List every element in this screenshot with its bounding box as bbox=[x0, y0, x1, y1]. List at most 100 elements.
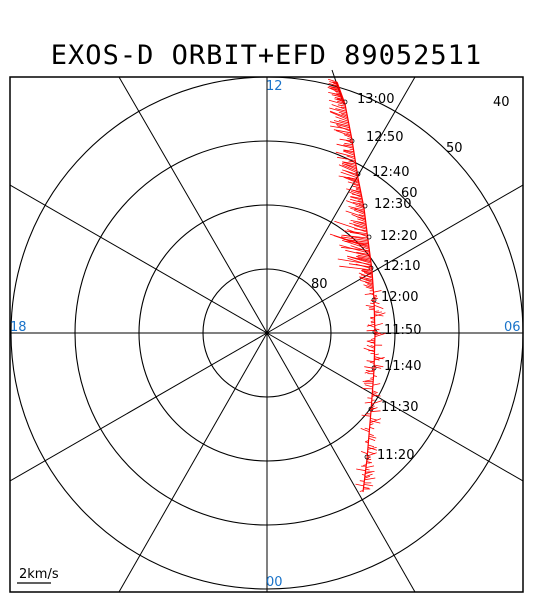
efd-vector bbox=[337, 156, 356, 161]
efd-vector bbox=[356, 468, 366, 472]
efd-vector bbox=[346, 200, 364, 208]
efd-vector bbox=[334, 97, 344, 100]
efd-vector bbox=[364, 477, 376, 481]
efd-vector bbox=[327, 86, 342, 94]
efd-vector bbox=[339, 265, 373, 271]
efd-vector bbox=[361, 414, 371, 417]
efd-vector bbox=[373, 290, 382, 293]
mlt-radial-lines bbox=[10, 77, 523, 592]
efd-vector bbox=[340, 106, 346, 109]
efd-vector bbox=[348, 191, 363, 198]
efd-vector bbox=[366, 323, 375, 327]
efd-vector bbox=[346, 177, 359, 183]
mlt-label-00: 00 bbox=[266, 575, 283, 590]
radial-line bbox=[266, 184, 523, 334]
efd-vector bbox=[331, 104, 347, 110]
lat-label-50: 50 bbox=[446, 141, 463, 156]
efd-vector bbox=[368, 437, 376, 441]
efd-vector bbox=[362, 379, 374, 382]
efd-vector bbox=[352, 189, 362, 194]
efd-vector bbox=[361, 269, 373, 274]
efd-vector bbox=[337, 258, 372, 265]
efd-vector bbox=[365, 465, 375, 468]
efd-vector bbox=[362, 268, 373, 272]
efd-vector bbox=[370, 407, 378, 411]
efd-vector bbox=[366, 461, 372, 464]
efd-vector bbox=[361, 270, 373, 275]
radial-line bbox=[10, 332, 268, 482]
efd-vector bbox=[368, 308, 375, 311]
efd-vector bbox=[370, 420, 381, 424]
efd-vector bbox=[361, 474, 366, 476]
efd-vector bbox=[367, 324, 375, 328]
efd-vector bbox=[335, 108, 347, 112]
efd-vector bbox=[363, 284, 374, 289]
mlt-label-18: 18 bbox=[10, 320, 27, 335]
efd-vector bbox=[348, 176, 359, 182]
efd-vector bbox=[374, 356, 384, 360]
efd-vector bbox=[368, 433, 374, 437]
efd-vector bbox=[328, 85, 340, 89]
efd-vector bbox=[343, 176, 360, 184]
efd-vector bbox=[360, 451, 368, 455]
efd-vector bbox=[359, 277, 373, 283]
mlt-label-12: 12 bbox=[266, 79, 283, 94]
efd-vector bbox=[333, 82, 339, 86]
time-label-1300: 13:00 bbox=[357, 92, 394, 107]
efd-vector bbox=[361, 388, 373, 390]
efd-vector bbox=[365, 278, 373, 282]
efd-vector bbox=[331, 84, 339, 88]
efd-vector bbox=[348, 160, 356, 163]
efd-vector bbox=[353, 183, 360, 187]
efd-vector bbox=[353, 221, 367, 227]
efd-vector bbox=[336, 124, 350, 129]
efd-vector bbox=[367, 447, 377, 450]
efd-vector bbox=[348, 206, 365, 211]
efd-vector bbox=[342, 161, 356, 165]
efd-vector bbox=[338, 164, 358, 174]
efd-vector bbox=[355, 187, 361, 190]
efd-vector bbox=[366, 340, 375, 344]
efd-vector bbox=[374, 332, 381, 336]
efd-vector bbox=[351, 214, 366, 221]
efd-vector bbox=[345, 140, 353, 144]
efd-vectors bbox=[327, 78, 386, 492]
efd-vector bbox=[365, 441, 369, 444]
efd-vector bbox=[347, 257, 372, 267]
efd-vector bbox=[366, 329, 375, 332]
efd-vector bbox=[363, 487, 370, 489]
efd-vector bbox=[355, 263, 372, 269]
efd-vector bbox=[374, 314, 384, 317]
efd-vector bbox=[374, 366, 382, 369]
time-marker bbox=[366, 234, 372, 240]
efd-vector bbox=[355, 188, 361, 191]
efd-vector bbox=[370, 316, 375, 319]
efd-vector bbox=[338, 175, 359, 180]
efd-vector bbox=[366, 456, 372, 459]
efd-vector bbox=[370, 302, 375, 305]
efd-vector bbox=[352, 185, 360, 189]
efd-vector bbox=[373, 294, 377, 297]
efd-vector bbox=[373, 297, 378, 300]
efd-vector bbox=[347, 138, 352, 140]
efd-vector bbox=[356, 251, 371, 256]
efd-vector bbox=[370, 377, 374, 379]
efd-vector bbox=[338, 111, 348, 115]
efd-vector bbox=[365, 369, 374, 373]
mlt-label-06: 06 bbox=[504, 320, 521, 335]
efd-vector bbox=[358, 272, 373, 279]
efd-vector bbox=[364, 293, 374, 295]
efd-vector bbox=[363, 464, 367, 466]
efd-vector bbox=[364, 366, 375, 369]
efd-vector bbox=[374, 312, 386, 317]
efd-vector bbox=[369, 361, 375, 364]
efd-vector bbox=[337, 98, 344, 101]
efd-vector bbox=[340, 171, 359, 179]
efd-vector bbox=[347, 229, 368, 237]
efd-vector bbox=[372, 390, 378, 394]
time-marker bbox=[362, 203, 368, 209]
efd-vector bbox=[343, 150, 355, 156]
efd-vector bbox=[367, 397, 372, 399]
efd-vector bbox=[374, 353, 379, 356]
efd-vector bbox=[369, 423, 374, 426]
